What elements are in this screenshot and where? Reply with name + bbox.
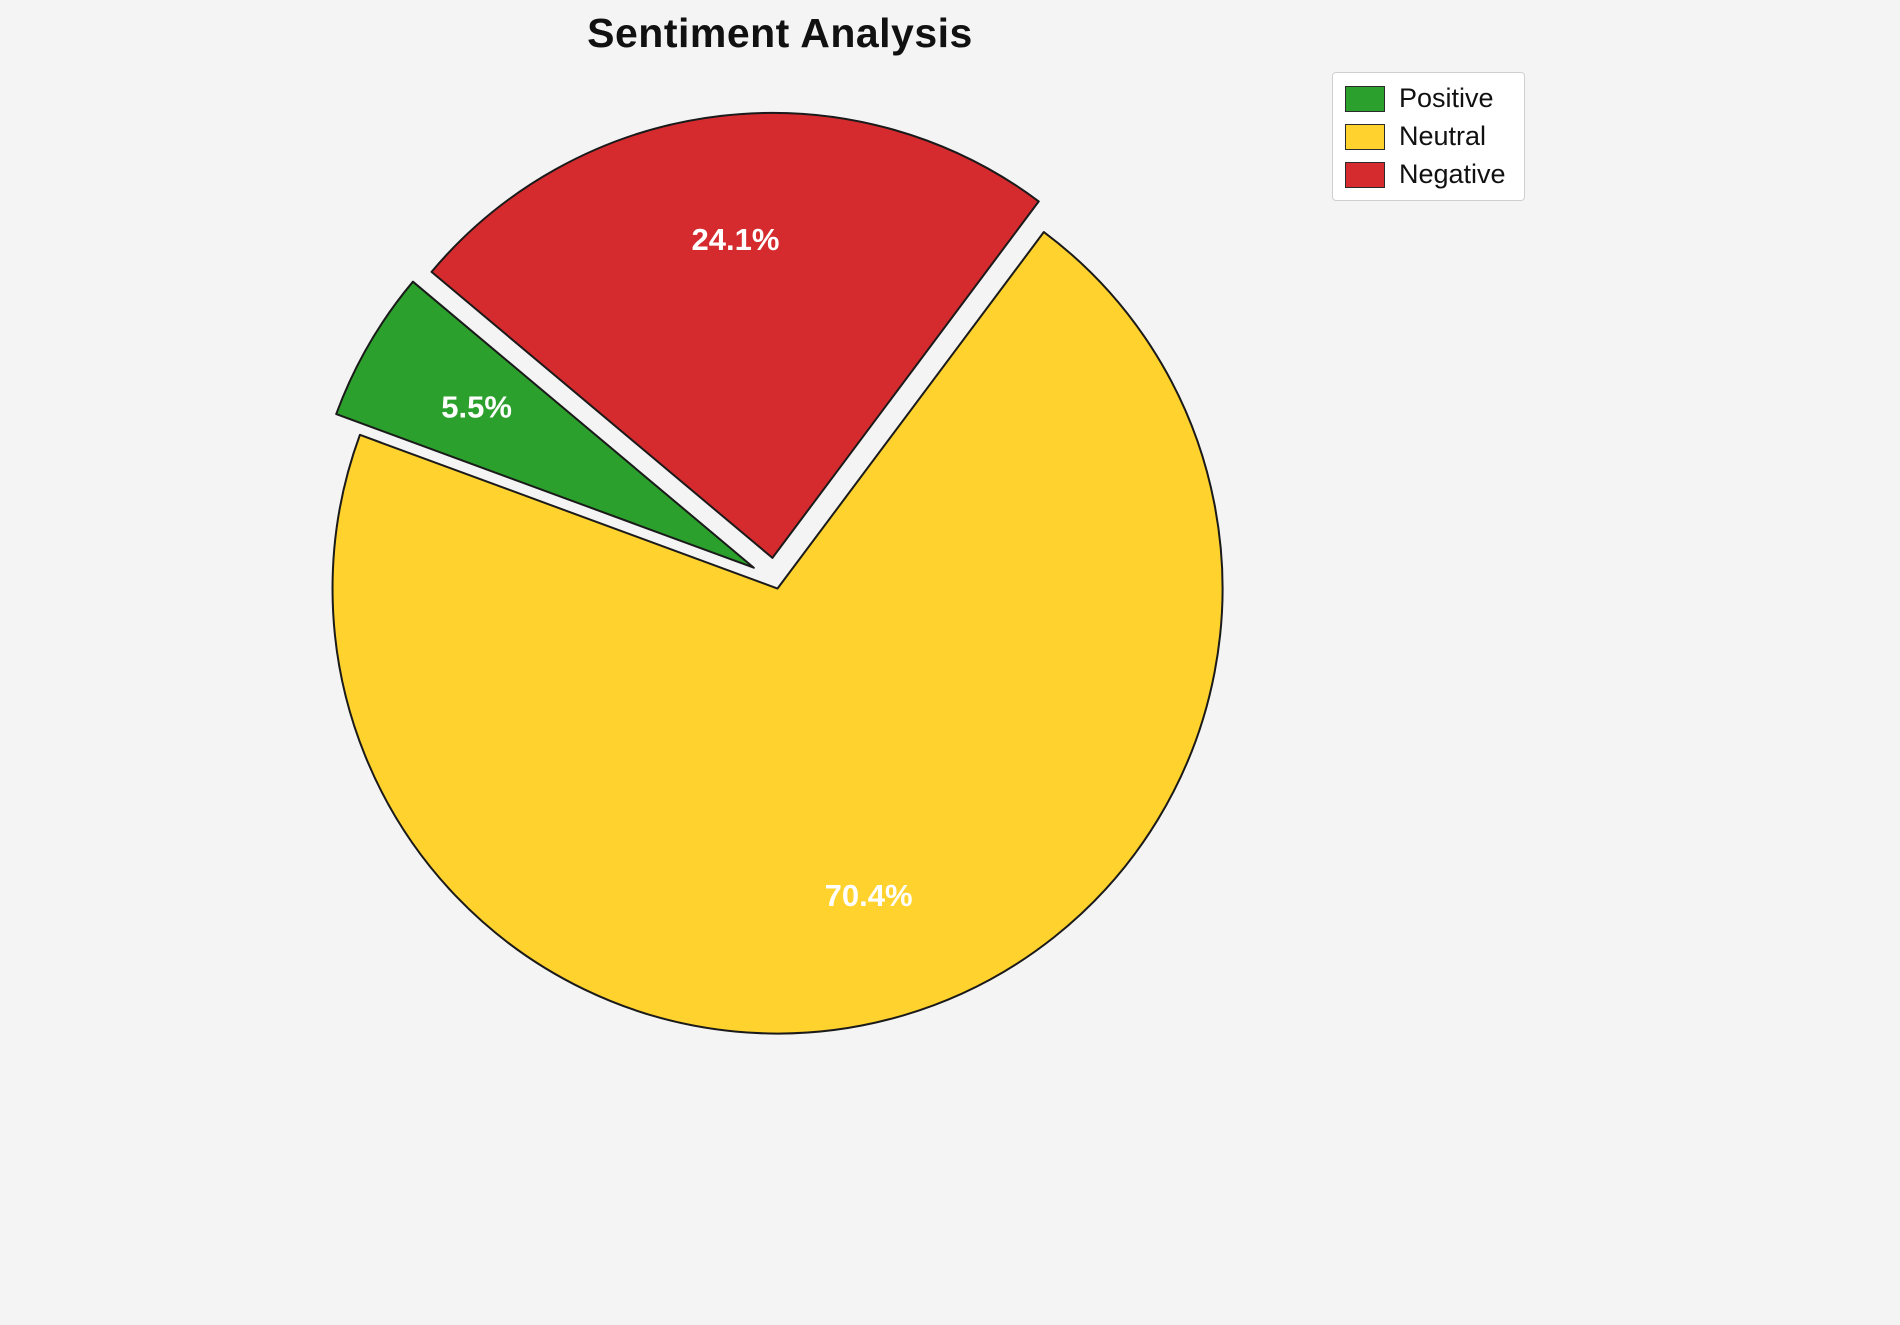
legend-label-negative: Negative [1399,159,1506,189]
chart-title: Sentiment Analysis [587,10,973,56]
legend-item-positive: Positive [1345,85,1506,112]
pie-slice-neutral [331,231,1224,1035]
legend-label-neutral: Neutral [1399,121,1487,151]
pie-slice-negative [430,111,1040,559]
pct-label-neutral: 70.4% [825,878,913,913]
legend-item-neutral: Neutral [1345,123,1506,150]
pct-label-negative: 24.1% [692,222,780,257]
legend-item-negative: Negative [1345,161,1506,188]
legend-swatch-negative [1345,161,1385,188]
pie-slice-positive [335,280,755,569]
pct-label-positive: 5.5% [441,390,512,425]
legend-swatch-positive [1345,85,1385,112]
legend: Positive Neutral Negative [1332,72,1525,201]
legend-label-positive: Positive [1399,83,1494,113]
legend-swatch-neutral [1345,123,1385,150]
